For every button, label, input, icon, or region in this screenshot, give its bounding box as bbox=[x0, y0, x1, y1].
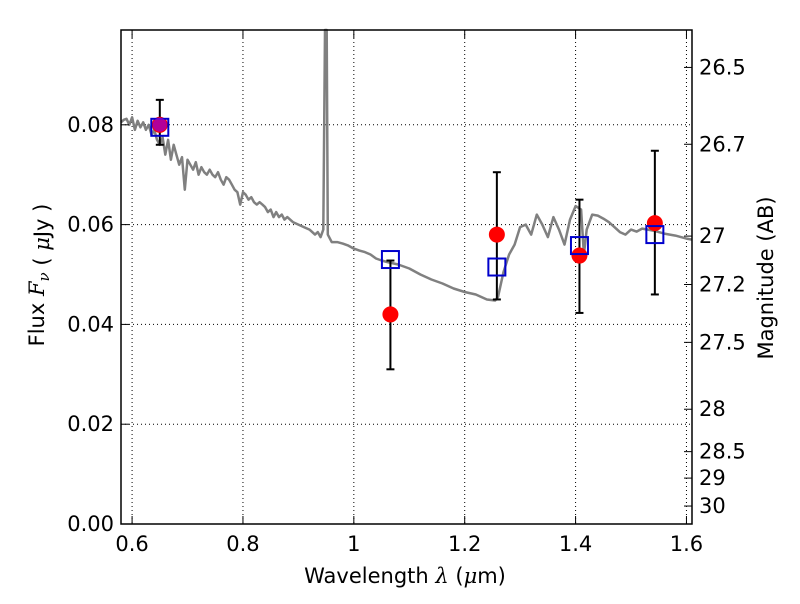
right-tick-label: 30 bbox=[699, 494, 726, 518]
x-tick-label: 1.4 bbox=[559, 532, 592, 556]
series-layer bbox=[120, 28, 693, 371]
x-axis-label: Wavelength λ (μm) bbox=[304, 564, 506, 588]
right-tick-label: 29 bbox=[699, 466, 726, 490]
y-axis-label: Flux Fν ( μJy ) bbox=[25, 204, 54, 347]
y-tick-label: 0.00 bbox=[67, 512, 114, 536]
grid bbox=[121, 30, 692, 525]
ticks: 0.6 0.8 1 1.2 1.4 1.6 0.00 0.02 0.04 0.06 0.08 26.5… bbox=[67, 30, 746, 556]
model-spectrum-line bbox=[120, 28, 693, 302]
y-tick-label: 0.04 bbox=[67, 312, 114, 336]
y-tick-label: 0.02 bbox=[67, 412, 114, 436]
x-tick-label: 1 bbox=[347, 532, 360, 556]
right-tick-label: 26.7 bbox=[699, 132, 746, 156]
right-tick-label: 26.5 bbox=[699, 55, 746, 79]
overlap-point bbox=[152, 117, 167, 132]
model-flux-square bbox=[645, 225, 665, 245]
right-tick-label: 27.2 bbox=[699, 272, 746, 296]
model-flux-square bbox=[569, 236, 589, 256]
right-axis-label: Magnitude (AB) bbox=[754, 196, 778, 359]
plot-frame bbox=[120, 29, 693, 525]
observed-flux-point bbox=[646, 215, 663, 232]
right-tick-label: 27.5 bbox=[699, 330, 746, 354]
model-flux-square bbox=[380, 250, 400, 270]
right-tick-label: 27 bbox=[699, 224, 726, 248]
right-tick-label: 28.5 bbox=[699, 440, 746, 464]
observed-flux-point bbox=[488, 226, 505, 243]
x-tick-label: 0.6 bbox=[115, 532, 148, 556]
right-tick-label: 28 bbox=[699, 397, 726, 421]
model-flux-square bbox=[487, 257, 507, 277]
observed-flux-point bbox=[571, 247, 588, 264]
axes-frame bbox=[120, 29, 693, 525]
observed-flux-point bbox=[382, 306, 399, 323]
x-tick-label: 0.8 bbox=[226, 532, 259, 556]
y-tick-label: 0.08 bbox=[67, 113, 114, 137]
y-tick-label: 0.06 bbox=[67, 213, 114, 237]
x-tick-label: 1.6 bbox=[670, 532, 703, 556]
x-tick-label: 1.2 bbox=[448, 532, 481, 556]
